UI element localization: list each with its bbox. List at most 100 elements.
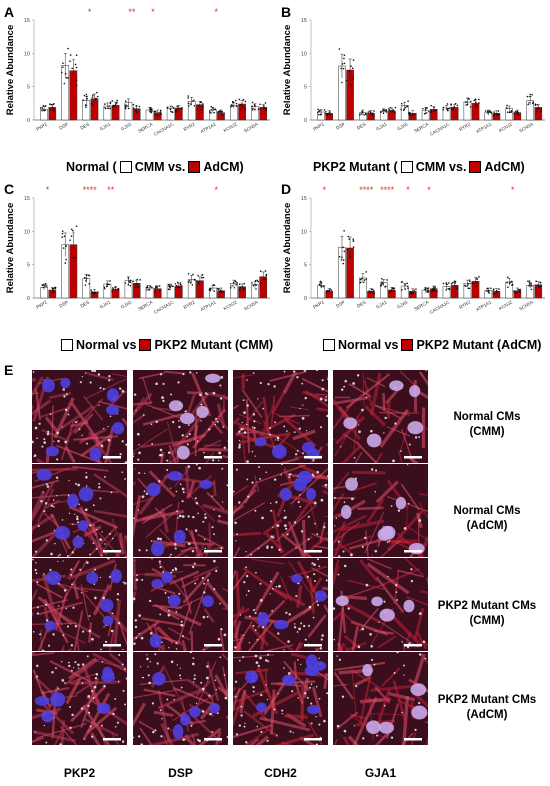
junction-signal (179, 483, 182, 486)
junction-signal (73, 513, 76, 515)
junction-signal (335, 517, 338, 519)
junction-signal (243, 431, 247, 434)
data-point (221, 110, 224, 113)
junction-signal (217, 637, 221, 641)
junction-signal (139, 666, 142, 668)
actin-fiber (379, 408, 410, 448)
junction-signal (251, 450, 254, 453)
x-tick-label-des: DES (79, 122, 90, 131)
micrograph-tile (133, 370, 228, 463)
nucleus (106, 404, 120, 416)
junction-signal (299, 505, 302, 508)
actin-fiber (301, 377, 328, 393)
junction-signal (125, 677, 127, 680)
junction-signal (159, 613, 162, 616)
data-point (506, 111, 509, 114)
junction-signal (79, 381, 82, 384)
data-point (61, 236, 64, 238)
nucleus (77, 520, 89, 531)
actin-fiber (294, 681, 304, 705)
data-point (208, 288, 211, 291)
data-point (115, 286, 117, 288)
actin-fiber (70, 685, 107, 723)
junction-signal (208, 694, 211, 697)
data-point (181, 106, 183, 109)
junction-signal (408, 443, 411, 446)
data-point (71, 67, 73, 70)
actin-fiber (188, 493, 215, 522)
data-point (174, 283, 177, 285)
junction-signal (99, 386, 102, 390)
junction-signal (363, 536, 367, 540)
junction-signal (159, 453, 163, 457)
junction-signal (188, 433, 191, 436)
junction-signal (191, 662, 195, 666)
x-tick-label-scn5a: SCN5A (243, 121, 260, 133)
junction-signal (96, 528, 98, 531)
actin-fiber (366, 558, 392, 570)
nucleus (379, 608, 395, 622)
actin-fiber (397, 450, 403, 463)
data-point (498, 288, 500, 290)
actin-fiber (399, 370, 415, 386)
panel-letter-d: D (281, 181, 292, 197)
junction-signal (296, 375, 299, 379)
junction-signal (189, 652, 192, 654)
actin-fiber (233, 681, 248, 700)
junction-signal (32, 371, 35, 373)
junction-signal (195, 464, 198, 466)
junction-signal (159, 563, 161, 565)
data-point (404, 284, 407, 286)
junction-signal (353, 456, 356, 459)
data-point (324, 112, 327, 115)
data-point (179, 282, 182, 284)
data-point (135, 109, 137, 111)
junction-signal (401, 711, 403, 714)
data-point (424, 108, 427, 111)
actin-fiber (37, 488, 55, 523)
data-point (187, 105, 190, 107)
junction-signal (275, 585, 278, 588)
junction-signal (158, 480, 161, 483)
junction-signal (65, 409, 68, 412)
junction-signal (215, 688, 218, 691)
data-point (111, 287, 114, 289)
data-point (112, 288, 115, 290)
micrograph-tile (233, 464, 328, 557)
actin-fiber (161, 644, 166, 651)
junction-signal (164, 592, 167, 594)
junction-signal (392, 459, 395, 463)
data-point (352, 246, 355, 248)
junction-signal (267, 660, 270, 663)
data-point (127, 277, 130, 280)
nucleus (205, 373, 221, 383)
micrograph-tile (333, 464, 428, 557)
junction-signal (89, 381, 92, 384)
junction-signal (340, 388, 344, 391)
data-point (352, 240, 355, 242)
nucleus (257, 612, 270, 627)
actin-fiber (133, 428, 168, 453)
junction-signal (91, 370, 94, 372)
x-tick-label-gja5: GJA5 (396, 299, 409, 309)
junction-signal (43, 438, 46, 441)
nucleus (78, 486, 94, 502)
data-point (88, 282, 91, 285)
junction-signal (410, 579, 414, 583)
actin-fiber (233, 687, 241, 713)
junction-signal (374, 490, 377, 493)
junction-signal (273, 708, 276, 711)
data-point (390, 290, 393, 292)
data-point (487, 112, 489, 114)
data-point (392, 110, 394, 112)
data-point (442, 282, 445, 285)
data-point (167, 283, 169, 286)
junction-signal (238, 430, 241, 433)
actin-fiber (90, 732, 101, 745)
micrograph-image (32, 558, 127, 651)
junction-signal (269, 433, 272, 436)
data-point (232, 282, 235, 284)
actin-fiber (92, 652, 127, 673)
data-point (135, 105, 138, 107)
data-point (86, 95, 88, 98)
